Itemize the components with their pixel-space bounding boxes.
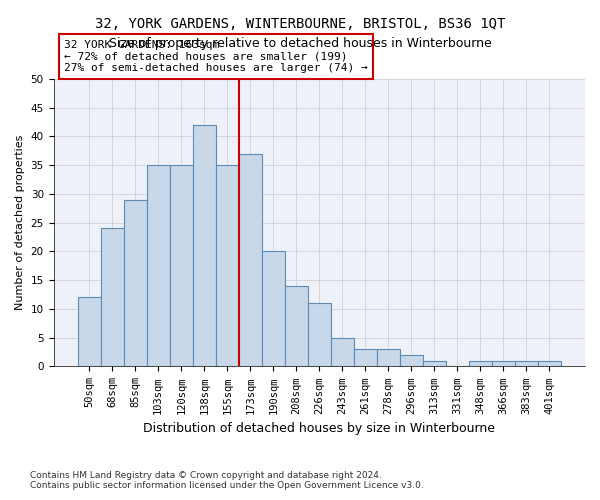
Text: Contains HM Land Registry data © Crown copyright and database right 2024.
Contai: Contains HM Land Registry data © Crown c…: [30, 470, 424, 490]
Bar: [354, 349, 377, 366]
Bar: [262, 252, 285, 366]
Text: 32, YORK GARDENS, WINTERBOURNE, BRISTOL, BS36 1QT: 32, YORK GARDENS, WINTERBOURNE, BRISTOL,…: [95, 18, 505, 32]
Bar: [239, 154, 262, 366]
Text: 32 YORK GARDENS: 163sqm
← 72% of detached houses are smaller (199)
27% of semi-d: 32 YORK GARDENS: 163sqm ← 72% of detache…: [64, 40, 368, 74]
Bar: [77, 298, 101, 366]
Bar: [538, 360, 561, 366]
X-axis label: Distribution of detached houses by size in Winterbourne: Distribution of detached houses by size …: [143, 422, 495, 435]
Bar: [216, 165, 239, 366]
Bar: [377, 349, 400, 366]
Bar: [124, 200, 147, 366]
Y-axis label: Number of detached properties: Number of detached properties: [15, 135, 25, 310]
Bar: [285, 286, 308, 366]
Bar: [469, 360, 492, 366]
Bar: [193, 125, 216, 366]
Bar: [101, 228, 124, 366]
Bar: [147, 165, 170, 366]
Bar: [515, 360, 538, 366]
Bar: [423, 360, 446, 366]
Bar: [170, 165, 193, 366]
Bar: [400, 355, 423, 366]
Text: Size of property relative to detached houses in Winterbourne: Size of property relative to detached ho…: [109, 38, 491, 51]
Bar: [331, 338, 354, 366]
Bar: [492, 360, 515, 366]
Bar: [308, 303, 331, 366]
